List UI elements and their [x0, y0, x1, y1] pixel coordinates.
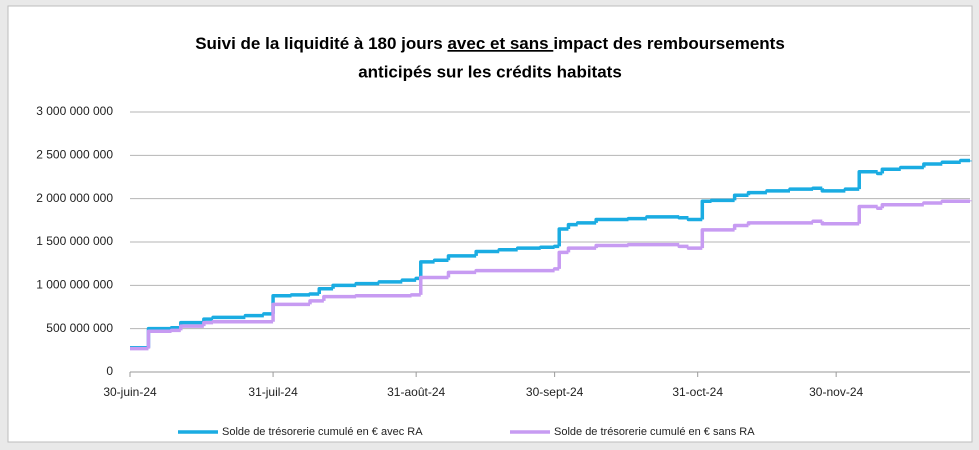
series-step	[202, 320, 214, 327]
series-step	[645, 215, 680, 219]
series-step	[243, 313, 264, 318]
y-tick-label: 1 000 000 000	[36, 278, 113, 292]
series-step	[419, 275, 449, 295]
series-step	[354, 281, 380, 286]
series-step	[552, 267, 560, 271]
series-step	[686, 217, 703, 222]
series-step	[377, 280, 403, 284]
series-step	[732, 193, 749, 201]
title-part: Suivi de la liquidité à 180 jours	[195, 34, 447, 53]
y-tick-label: 0	[106, 364, 113, 378]
series-step	[474, 268, 555, 273]
series-step	[289, 293, 310, 297]
series-step	[820, 221, 860, 226]
series-step	[557, 227, 569, 247]
series-step	[146, 329, 172, 349]
series-step	[539, 245, 555, 249]
series-step	[811, 186, 823, 191]
series-step	[317, 287, 334, 294]
series-step	[843, 187, 860, 191]
series-step	[899, 165, 924, 170]
series-step	[709, 198, 735, 203]
series-step	[880, 202, 924, 209]
legend-label: Solde de trésorerie cumulé en € sans RA	[554, 426, 755, 438]
x-tick-label: 30-sept-24	[526, 385, 584, 399]
x-tick-label: 30-nov-24	[809, 385, 863, 399]
series-step	[169, 326, 181, 330]
series-step	[857, 170, 878, 190]
series-step	[446, 270, 477, 278]
series-step	[594, 243, 629, 249]
series-step	[419, 260, 435, 279]
series-step	[922, 162, 943, 168]
series-step	[677, 215, 689, 220]
series-step	[566, 246, 597, 253]
series-step	[686, 246, 703, 250]
series-step	[515, 246, 541, 250]
title-part: impact des remboursements	[553, 34, 784, 53]
y-tick-label: 3 000 000 000	[36, 104, 113, 118]
series-step	[700, 228, 735, 249]
series-step	[400, 278, 417, 282]
series-step	[179, 324, 204, 331]
y-tick-label: 2 500 000 000	[36, 148, 113, 162]
x-tick-label: 30-juin-24	[103, 385, 157, 399]
series-step	[959, 158, 970, 163]
series-step	[857, 204, 878, 224]
series-step	[575, 221, 597, 225]
series-step	[474, 249, 500, 256]
series-step	[432, 258, 449, 262]
title-underlined: avec et sans	[447, 34, 553, 53]
series-step	[940, 160, 961, 165]
series-step	[746, 221, 814, 226]
legend-label: Solde de trésorerie cumulé en € avec RA	[222, 426, 423, 438]
series-step	[788, 187, 814, 191]
y-tick-label: 1 500 000 000	[36, 234, 113, 248]
series-step	[594, 217, 629, 223]
series-step	[922, 201, 943, 205]
y-tick-label: 2 000 000 000	[36, 191, 113, 205]
x-tick-label: 31-juil-24	[248, 385, 298, 399]
series-step	[446, 254, 477, 261]
chart-title-line2: anticipés sur les crédits habitats	[358, 62, 622, 81]
series-step	[211, 319, 274, 324]
series-step	[765, 189, 790, 193]
series-step	[746, 190, 767, 196]
series-step	[331, 283, 357, 289]
x-tick-label: 31-oct-24	[672, 385, 723, 399]
series-step	[308, 292, 320, 296]
series-step	[354, 293, 412, 298]
series-step	[557, 250, 569, 269]
series-step	[169, 328, 181, 333]
x-tick-label: 31-août-24	[387, 385, 445, 399]
series-step	[322, 294, 357, 301]
series-step	[626, 216, 647, 221]
series-step	[271, 302, 310, 322]
series-step	[880, 167, 901, 174]
series-step	[732, 223, 749, 230]
series-step	[262, 312, 274, 316]
series-step	[677, 244, 689, 249]
series-step	[211, 315, 246, 320]
series-step	[552, 244, 560, 249]
y-tick-label: 500 000 000	[46, 321, 113, 335]
series-step	[811, 219, 823, 223]
series-step	[497, 248, 518, 252]
series-step	[940, 199, 970, 204]
series-step	[308, 299, 324, 305]
series-step	[820, 188, 846, 193]
chart-title: Suivi de la liquidité à 180 jours avec e…	[195, 34, 785, 53]
series-step	[626, 242, 680, 247]
series-step	[566, 222, 578, 229]
series-step	[409, 293, 421, 297]
series-step	[700, 199, 712, 220]
